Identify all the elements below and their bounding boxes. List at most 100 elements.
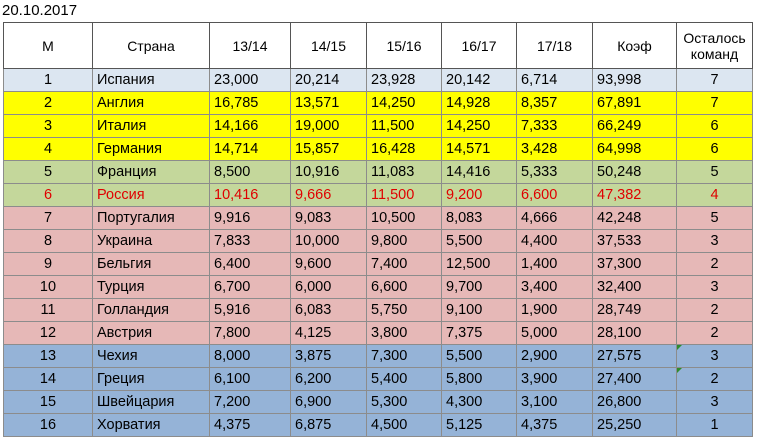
cell-country[interactable]: Чехия: [92, 344, 210, 368]
cell-rank[interactable]: 12: [3, 321, 93, 345]
cell-season-13-14[interactable]: 10,416: [209, 183, 291, 207]
cell-remaining-teams[interactable]: 1: [676, 413, 753, 437]
cell-country[interactable]: Украина: [92, 229, 210, 253]
cell-remaining-teams[interactable]: 3: [676, 275, 753, 299]
cell-season-14-15[interactable]: 6,875: [290, 413, 367, 437]
cell-season-14-15[interactable]: 13,571: [290, 91, 367, 115]
cell-season-17-18[interactable]: 4,375: [516, 413, 593, 437]
col-header-season-14-15[interactable]: 14/15: [290, 22, 367, 69]
cell-rank[interactable]: 9: [3, 252, 93, 276]
col-header-season-15-16[interactable]: 15/16: [366, 22, 442, 69]
cell-season-14-15[interactable]: 19,000: [290, 114, 367, 138]
cell-season-15-16[interactable]: 6,600: [366, 275, 442, 299]
cell-season-15-16[interactable]: 5,400: [366, 367, 442, 391]
cell-country[interactable]: Франция: [92, 160, 210, 184]
cell-season-16-17[interactable]: 7,375: [441, 321, 517, 345]
cell-season-14-15[interactable]: 9,083: [290, 206, 367, 230]
cell-season-16-17[interactable]: 20,142: [441, 68, 517, 92]
cell-season-17-18[interactable]: 1,900: [516, 298, 593, 322]
cell-season-15-16[interactable]: 23,928: [366, 68, 442, 92]
col-header-coef[interactable]: Коэф: [592, 22, 677, 69]
cell-season-17-18[interactable]: 4,400: [516, 229, 593, 253]
cell-remaining-teams[interactable]: 2: [676, 321, 753, 345]
cell-coef[interactable]: 28,749: [592, 298, 677, 322]
cell-season-17-18[interactable]: 5,000: [516, 321, 593, 345]
cell-rank[interactable]: 4: [3, 137, 93, 161]
cell-season-17-18[interactable]: 2,900: [516, 344, 593, 368]
cell-season-16-17[interactable]: 9,700: [441, 275, 517, 299]
cell-season-16-17[interactable]: 14,571: [441, 137, 517, 161]
cell-season-13-14[interactable]: 14,714: [209, 137, 291, 161]
cell-season-14-15[interactable]: 6,200: [290, 367, 367, 391]
cell-season-15-16[interactable]: 11,083: [366, 160, 442, 184]
cell-remaining-teams[interactable]: 5: [676, 160, 753, 184]
cell-season-15-16[interactable]: 5,750: [366, 298, 442, 322]
cell-season-13-14[interactable]: 8,500: [209, 160, 291, 184]
cell-season-13-14[interactable]: 6,700: [209, 275, 291, 299]
cell-season-13-14[interactable]: 16,785: [209, 91, 291, 115]
cell-season-15-16[interactable]: 11,500: [366, 183, 442, 207]
cell-remaining-teams[interactable]: 3: [676, 390, 753, 414]
cell-remaining-teams[interactable]: 7: [676, 91, 753, 115]
cell-season-13-14[interactable]: 4,375: [209, 413, 291, 437]
cell-coef[interactable]: 27,400: [592, 367, 677, 391]
cell-country[interactable]: Турция: [92, 275, 210, 299]
cell-season-16-17[interactable]: 14,416: [441, 160, 517, 184]
cell-season-15-16[interactable]: 4,500: [366, 413, 442, 437]
cell-coef[interactable]: 32,400: [592, 275, 677, 299]
col-header-season-13-14[interactable]: 13/14: [209, 22, 291, 69]
cell-rank[interactable]: 11: [3, 298, 93, 322]
cell-season-16-17[interactable]: 9,100: [441, 298, 517, 322]
cell-season-14-15[interactable]: 15,857: [290, 137, 367, 161]
cell-coef[interactable]: 67,891: [592, 91, 677, 115]
cell-country[interactable]: Испания: [92, 68, 210, 92]
cell-season-13-14[interactable]: 7,800: [209, 321, 291, 345]
cell-coef[interactable]: 50,248: [592, 160, 677, 184]
cell-season-13-14[interactable]: 14,166: [209, 114, 291, 138]
cell-season-13-14[interactable]: 6,100: [209, 367, 291, 391]
cell-season-17-18[interactable]: 3,100: [516, 390, 593, 414]
cell-season-13-14[interactable]: 8,000: [209, 344, 291, 368]
cell-season-14-15[interactable]: 4,125: [290, 321, 367, 345]
cell-season-17-18[interactable]: 8,357: [516, 91, 593, 115]
cell-coef[interactable]: 42,248: [592, 206, 677, 230]
cell-rank[interactable]: 1: [3, 68, 93, 92]
cell-remaining-teams[interactable]: 4: [676, 183, 753, 207]
col-header-season-16-17[interactable]: 16/17: [441, 22, 517, 69]
cell-season-16-17[interactable]: 14,928: [441, 91, 517, 115]
cell-season-16-17[interactable]: 14,250: [441, 114, 517, 138]
cell-season-14-15[interactable]: 10,916: [290, 160, 367, 184]
cell-season-17-18[interactable]: 3,428: [516, 137, 593, 161]
cell-rank[interactable]: 5: [3, 160, 93, 184]
cell-rank[interactable]: 7: [3, 206, 93, 230]
col-header-remaining-teams[interactable]: Осталось команд: [676, 22, 753, 69]
cell-coef[interactable]: 66,249: [592, 114, 677, 138]
cell-season-16-17[interactable]: 12,500: [441, 252, 517, 276]
cell-season-14-15[interactable]: 20,214: [290, 68, 367, 92]
cell-season-14-15[interactable]: 10,000: [290, 229, 367, 253]
col-header-season-17-18[interactable]: 17/18: [516, 22, 593, 69]
cell-season-16-17[interactable]: 5,500: [441, 229, 517, 253]
cell-country[interactable]: Голландия: [92, 298, 210, 322]
cell-season-16-17[interactable]: 4,300: [441, 390, 517, 414]
cell-rank[interactable]: 6: [3, 183, 93, 207]
col-header-country[interactable]: Страна: [92, 22, 210, 69]
cell-season-16-17[interactable]: 9,200: [441, 183, 517, 207]
cell-rank[interactable]: 3: [3, 114, 93, 138]
cell-remaining-teams[interactable]: 3: [676, 344, 753, 368]
cell-coef[interactable]: 47,382: [592, 183, 677, 207]
cell-rank[interactable]: 8: [3, 229, 93, 253]
cell-remaining-teams[interactable]: 3: [676, 229, 753, 253]
cell-season-14-15[interactable]: 6,083: [290, 298, 367, 322]
cell-season-16-17[interactable]: 5,500: [441, 344, 517, 368]
cell-remaining-teams[interactable]: 2: [676, 298, 753, 322]
cell-coef[interactable]: 37,300: [592, 252, 677, 276]
cell-remaining-teams[interactable]: 6: [676, 114, 753, 138]
col-header-rank[interactable]: М: [3, 22, 93, 69]
cell-remaining-teams[interactable]: 2: [676, 367, 753, 391]
cell-season-13-14[interactable]: 23,000: [209, 68, 291, 92]
cell-rank[interactable]: 2: [3, 91, 93, 115]
cell-coef[interactable]: 27,575: [592, 344, 677, 368]
cell-country[interactable]: Португалия: [92, 206, 210, 230]
cell-rank[interactable]: 14: [3, 367, 93, 391]
